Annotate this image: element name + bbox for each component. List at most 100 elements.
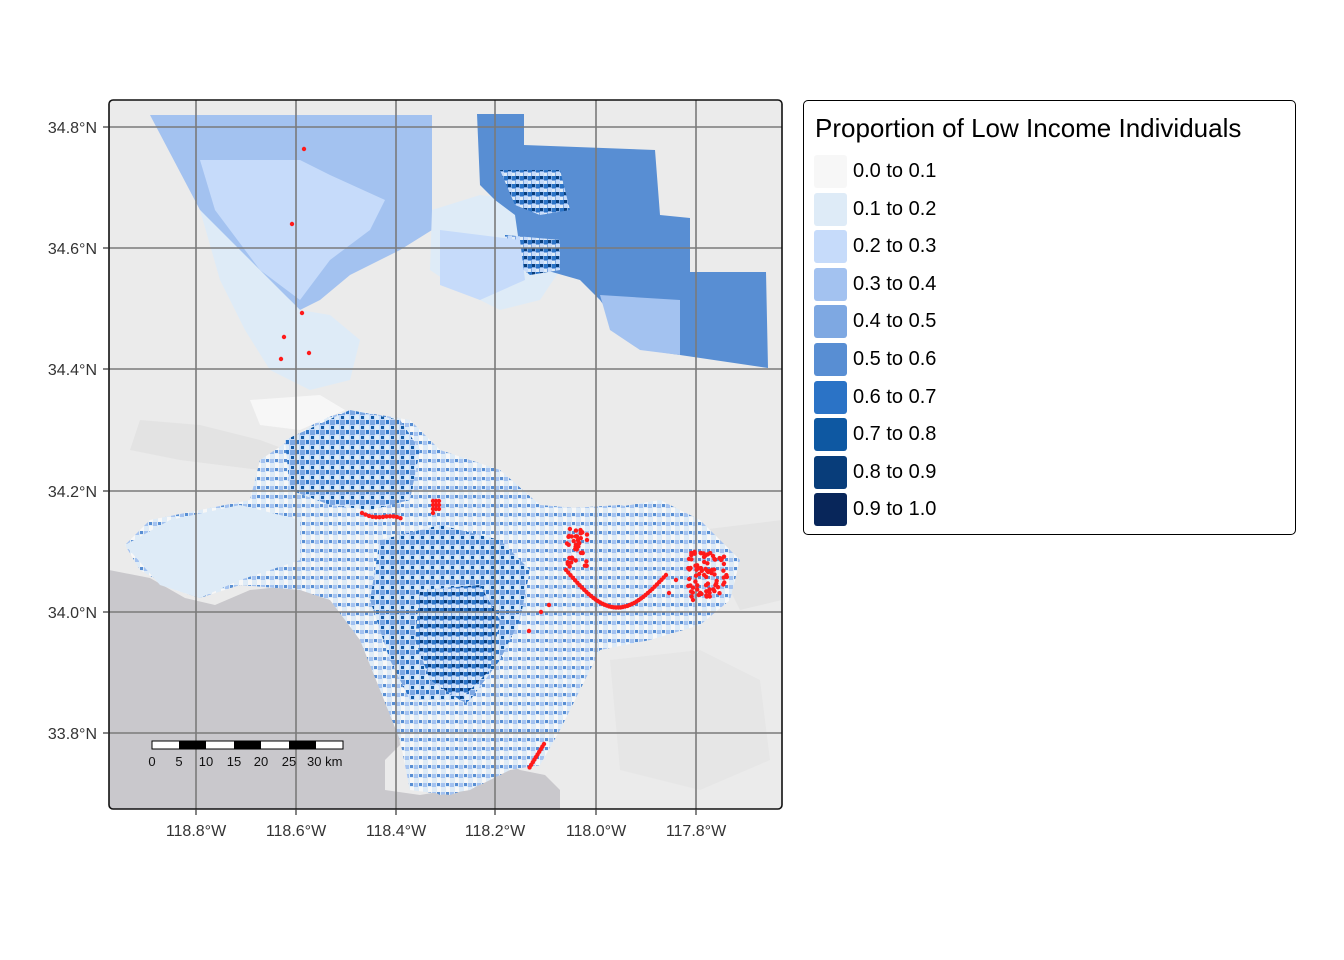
facility-point [580,530,585,535]
facility-point [712,557,718,562]
legend-label: 0.7 to 0.8 [853,423,937,446]
facility-point [430,510,436,516]
scale-bar-label: 30 km [307,754,342,769]
scale-bar-label: 0 [148,754,155,769]
facility-point [721,575,726,580]
facility-point [689,594,694,599]
facility-point [711,587,716,592]
facility-point [366,513,372,519]
facility-point [705,569,711,575]
legend-label: 0.9 to 1.0 [853,498,937,521]
facility-point [436,506,442,512]
facility-point [695,587,700,592]
legend: Proportion of Low Income Individuals 0.0… [803,100,1296,535]
legend-label: 0.2 to 0.3 [853,235,937,258]
facility-point [699,568,704,573]
region-san-gabriel [540,505,735,630]
region-northwest-strip [200,210,360,390]
facility-point [702,559,707,565]
facility-point [687,567,692,572]
scale-bar-label: 10 [199,754,213,769]
legend-label: 0.4 to 0.5 [853,310,937,333]
facility-point [526,628,532,634]
scale-bar-label: 25 [282,754,296,769]
facility-point [580,550,585,555]
region-san-fernando [285,410,420,510]
facility-point [569,534,574,539]
facility-point [707,594,712,599]
facility-point [538,609,544,615]
terrain-shading [610,650,770,790]
facility-point [688,583,693,588]
facility-point [696,566,701,571]
legend-swatch [814,455,847,489]
region-west-fringe [125,505,300,598]
map-panel [109,100,782,809]
facility-point [436,498,442,504]
facility-point [693,573,699,578]
facility-point [707,587,712,592]
legend-swatch [814,380,847,414]
legend-label: 0.8 to 0.9 [853,460,937,483]
facility-point [289,221,295,227]
facility-point [692,549,697,555]
facility-point [278,356,284,362]
facility-point [721,582,726,587]
facility-point [564,541,570,546]
y-tick-label: 33.8°N [48,726,97,743]
facility-point [377,515,382,520]
facility-point [666,590,672,596]
legend-label: 0.0 to 0.1 [853,160,937,182]
facility-point [436,502,442,508]
legend-swatch [814,267,847,301]
region-hills [250,395,345,430]
facility-point [569,555,575,560]
facility-point [721,554,727,559]
facility-point [687,576,692,582]
facility-point [301,146,307,152]
facility-point [714,578,719,583]
facility-point [527,765,532,770]
y-tick-label: 34.2°N [48,484,97,501]
facility-point [582,563,588,568]
facility-point [703,566,708,572]
facility-point [573,528,579,533]
facility-point [363,512,368,517]
facility-point [584,559,589,564]
y-axis: 34.8°N 34.6°N 34.4°N 34.2°N 34.0°N 33.8°N [48,120,109,743]
x-tick-label: 118.4°W [366,823,427,840]
facility-point [704,589,709,594]
facility-point [569,560,574,565]
region-south-bay [400,700,540,795]
region-lancaster-dark [500,170,570,215]
facility-points [278,146,730,770]
x-tick-label: 117.8°W [666,823,727,840]
y-tick-label: 34.0°N [48,605,97,622]
facility-point [689,552,694,558]
facility-point [384,514,389,519]
facility-point [584,537,590,543]
facility-point [373,515,379,520]
facility-point [707,590,712,595]
x-tick-label: 118.8°W [166,823,227,840]
legend-swatch [814,230,847,264]
panel-frame [108,99,783,810]
scale-bar: 0 5 10 15 20 25 30 km [148,740,344,769]
facility-point [704,574,709,580]
scale-bar-label: 20 [254,754,268,769]
facility-point [721,561,727,567]
y-tick-label: 34.8°N [48,120,97,137]
region-east-valley [600,295,680,355]
facility-point [690,590,695,595]
facility-point [695,583,700,588]
facility-point [398,516,403,521]
facility-point [380,514,386,520]
facility-point [574,534,579,539]
legend-swatch [814,493,847,527]
region-north-west-inner [200,160,385,300]
x-tick-label: 118.0°W [566,823,627,840]
region-south-la [415,585,500,700]
facility-point [719,557,724,563]
legend-swatch [814,305,847,339]
facility-point [577,540,582,546]
